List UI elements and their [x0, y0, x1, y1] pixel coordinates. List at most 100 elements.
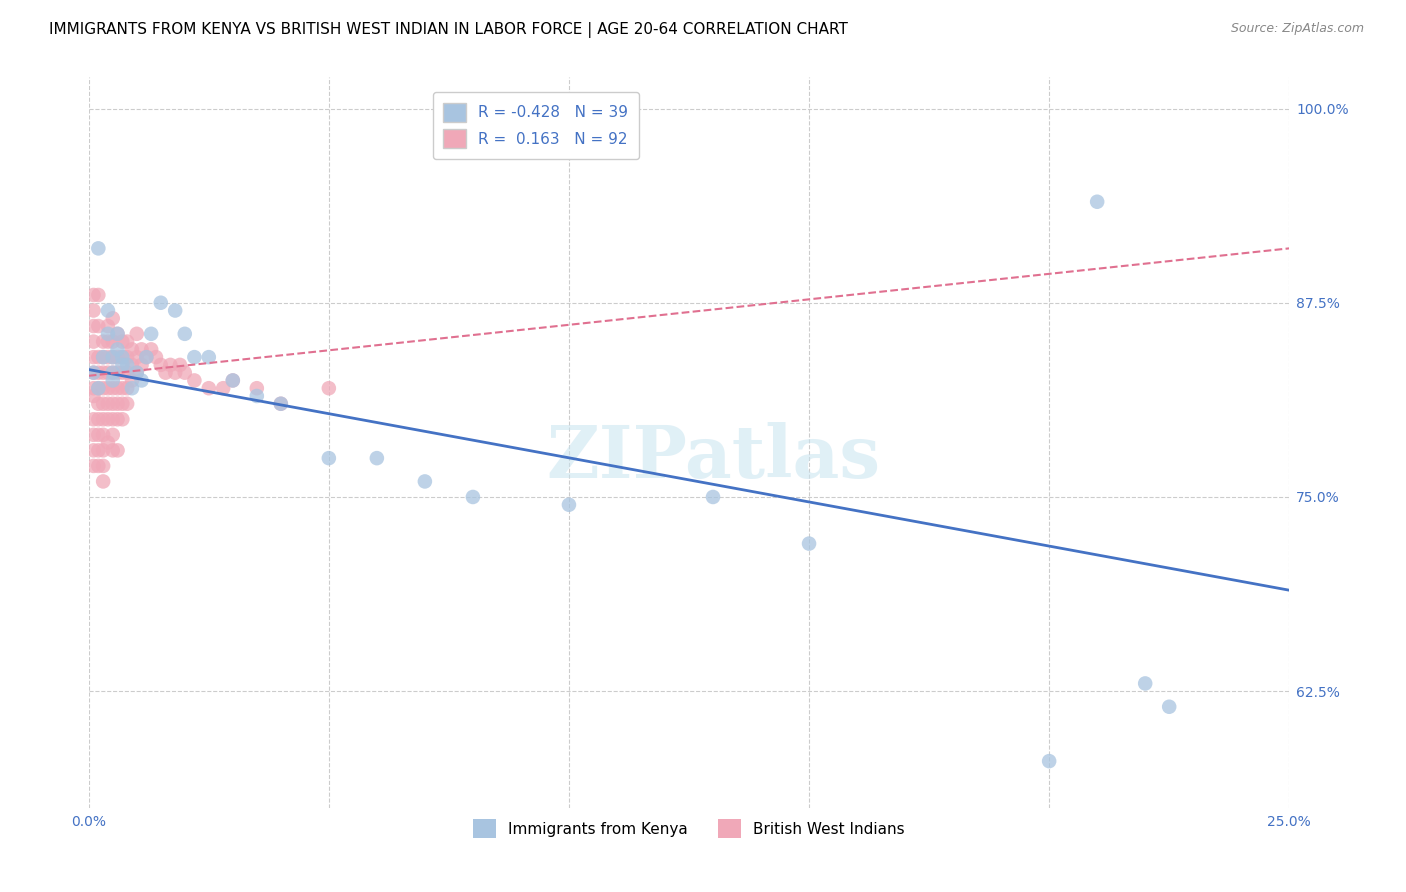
- Point: [101, 311, 124, 326]
- Point: [91, 334, 114, 349]
- Point: [121, 343, 143, 357]
- Point: [91, 458, 114, 473]
- Point: [183, 350, 205, 364]
- Point: [115, 397, 138, 411]
- Point: [97, 366, 120, 380]
- Point: [198, 350, 221, 364]
- Point: [165, 303, 187, 318]
- Point: [83, 458, 105, 473]
- Point: [107, 443, 129, 458]
- Point: [198, 381, 221, 395]
- Point: [101, 443, 124, 458]
- Point: [107, 381, 129, 395]
- Point: [169, 358, 191, 372]
- Point: [115, 334, 138, 349]
- Point: [87, 366, 110, 380]
- Point: [87, 381, 110, 395]
- Point: [125, 366, 148, 380]
- Point: [101, 350, 124, 364]
- Point: [111, 397, 134, 411]
- Point: [141, 326, 163, 341]
- Point: [107, 397, 129, 411]
- Point: [91, 350, 114, 364]
- Point: [83, 350, 105, 364]
- Point: [111, 412, 134, 426]
- Point: [222, 374, 245, 388]
- Point: [111, 366, 134, 380]
- Point: [107, 412, 129, 426]
- Point: [87, 350, 110, 364]
- Point: [97, 303, 120, 318]
- Point: [101, 374, 124, 388]
- Point: [125, 326, 148, 341]
- Point: [131, 374, 153, 388]
- Point: [131, 343, 153, 357]
- Point: [97, 350, 120, 364]
- Point: [83, 412, 105, 426]
- Point: [141, 343, 163, 357]
- Point: [1038, 754, 1060, 768]
- Point: [87, 241, 110, 255]
- Point: [318, 451, 340, 466]
- Point: [173, 366, 195, 380]
- Point: [149, 358, 172, 372]
- Point: [155, 366, 177, 380]
- Point: [83, 427, 105, 442]
- Point: [101, 381, 124, 395]
- Point: [159, 358, 181, 372]
- Point: [87, 427, 110, 442]
- Point: [83, 303, 105, 318]
- Point: [87, 319, 110, 334]
- Point: [107, 366, 129, 380]
- Point: [91, 443, 114, 458]
- Point: [1159, 699, 1181, 714]
- Point: [87, 397, 110, 411]
- Point: [101, 412, 124, 426]
- Point: [91, 366, 114, 380]
- Point: [125, 350, 148, 364]
- Point: [83, 366, 105, 380]
- Point: [1085, 194, 1108, 209]
- Point: [558, 498, 581, 512]
- Point: [461, 490, 484, 504]
- Point: [83, 366, 105, 380]
- Point: [91, 350, 114, 364]
- Point: [91, 475, 114, 489]
- Point: [91, 397, 114, 411]
- Point: [91, 412, 114, 426]
- Text: IMMIGRANTS FROM KENYA VS BRITISH WEST INDIAN IN LABOR FORCE | AGE 20-64 CORRELAT: IMMIGRANTS FROM KENYA VS BRITISH WEST IN…: [49, 22, 848, 38]
- Point: [149, 295, 172, 310]
- Point: [107, 326, 129, 341]
- Point: [111, 358, 134, 372]
- Point: [222, 374, 245, 388]
- Point: [1135, 676, 1157, 690]
- Point: [125, 366, 148, 380]
- Point: [413, 475, 436, 489]
- Point: [97, 319, 120, 334]
- Point: [97, 435, 120, 450]
- Point: [121, 374, 143, 388]
- Point: [107, 350, 129, 364]
- Point: [83, 319, 105, 334]
- Point: [173, 326, 195, 341]
- Point: [115, 350, 138, 364]
- Point: [101, 350, 124, 364]
- Point: [797, 536, 820, 550]
- Point: [111, 350, 134, 364]
- Point: [107, 343, 129, 357]
- Point: [83, 389, 105, 403]
- Point: [91, 427, 114, 442]
- Point: [97, 326, 120, 341]
- Point: [246, 381, 269, 395]
- Point: [165, 366, 187, 380]
- Point: [101, 427, 124, 442]
- Point: [101, 397, 124, 411]
- Point: [87, 458, 110, 473]
- Point: [101, 366, 124, 380]
- Point: [270, 397, 292, 411]
- Legend: Immigrants from Kenya, British West Indians: Immigrants from Kenya, British West Indi…: [467, 814, 911, 844]
- Point: [318, 381, 340, 395]
- Point: [87, 288, 110, 302]
- Point: [702, 490, 724, 504]
- Point: [97, 397, 120, 411]
